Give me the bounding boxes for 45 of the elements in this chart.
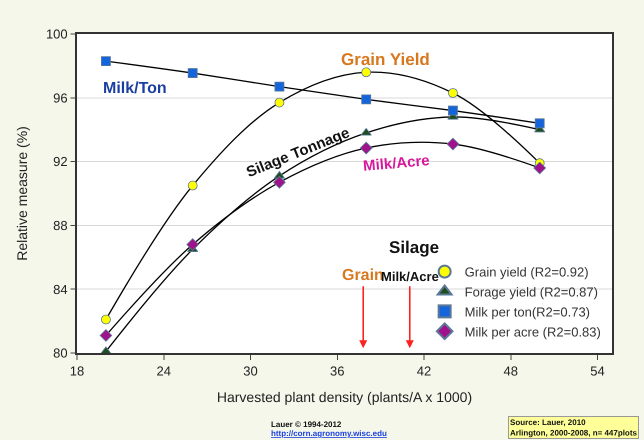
y-tick-label: 80 bbox=[53, 346, 68, 361]
point bbox=[101, 56, 111, 66]
annotation: Silage bbox=[389, 238, 440, 257]
point bbox=[273, 176, 286, 189]
text: http://corn.agronomy.wisc.edu bbox=[271, 429, 387, 438]
point bbox=[361, 67, 372, 78]
y-tick-label: 92 bbox=[53, 154, 68, 170]
legend-label: Forage yield (R2=0.87) bbox=[464, 284, 598, 300]
point bbox=[448, 88, 458, 98]
point bbox=[274, 82, 284, 92]
y-axis-title: Relative measure (%) bbox=[14, 126, 30, 261]
point bbox=[361, 94, 372, 104]
y-tick-label: 100 bbox=[46, 26, 68, 42]
annotation: Milk/Ton bbox=[103, 80, 167, 97]
legend-label: Grain yield (R2=0.92) bbox=[464, 264, 589, 280]
source-note: Source: Lauer, 2010 Arlington, 2000-2008, n= 447plots bbox=[510, 418, 638, 438]
x-axis-title: Harvested plant density (plants/A x 1000) bbox=[216, 389, 472, 406]
point bbox=[100, 329, 112, 342]
y-tick-label: 84 bbox=[53, 282, 68, 297]
x-tick-label: 30 bbox=[243, 363, 258, 378]
point bbox=[186, 238, 199, 251]
point bbox=[188, 68, 198, 78]
point bbox=[188, 180, 198, 190]
point bbox=[534, 118, 545, 128]
point bbox=[446, 138, 460, 150]
point bbox=[360, 128, 372, 136]
point bbox=[101, 314, 111, 324]
point bbox=[448, 106, 458, 116]
legend-label: Milk per ton(R2=0.73) bbox=[464, 304, 590, 320]
x-tick-label: 36 bbox=[330, 363, 345, 378]
y-tick-label: 96 bbox=[53, 90, 68, 106]
x-tick-label: 48 bbox=[504, 363, 518, 378]
point bbox=[274, 98, 284, 108]
x-tick-label: 18 bbox=[70, 363, 84, 378]
annotation: Milk/Acre bbox=[381, 269, 439, 284]
point bbox=[533, 162, 546, 174]
annotation: Grain Yield bbox=[341, 50, 430, 69]
x-tick-label: 54 bbox=[590, 363, 605, 378]
legend-label: Milk per acre (R2=0.83) bbox=[464, 324, 601, 340]
annotation: Milk/Acre bbox=[362, 152, 430, 175]
x-tick-label: 42 bbox=[416, 363, 432, 378]
y-tick-label: 88 bbox=[53, 218, 68, 233]
point bbox=[360, 142, 372, 154]
x-tick-label: 24 bbox=[156, 363, 171, 378]
text: Lauer © 1994-2012 bbox=[271, 420, 342, 429]
